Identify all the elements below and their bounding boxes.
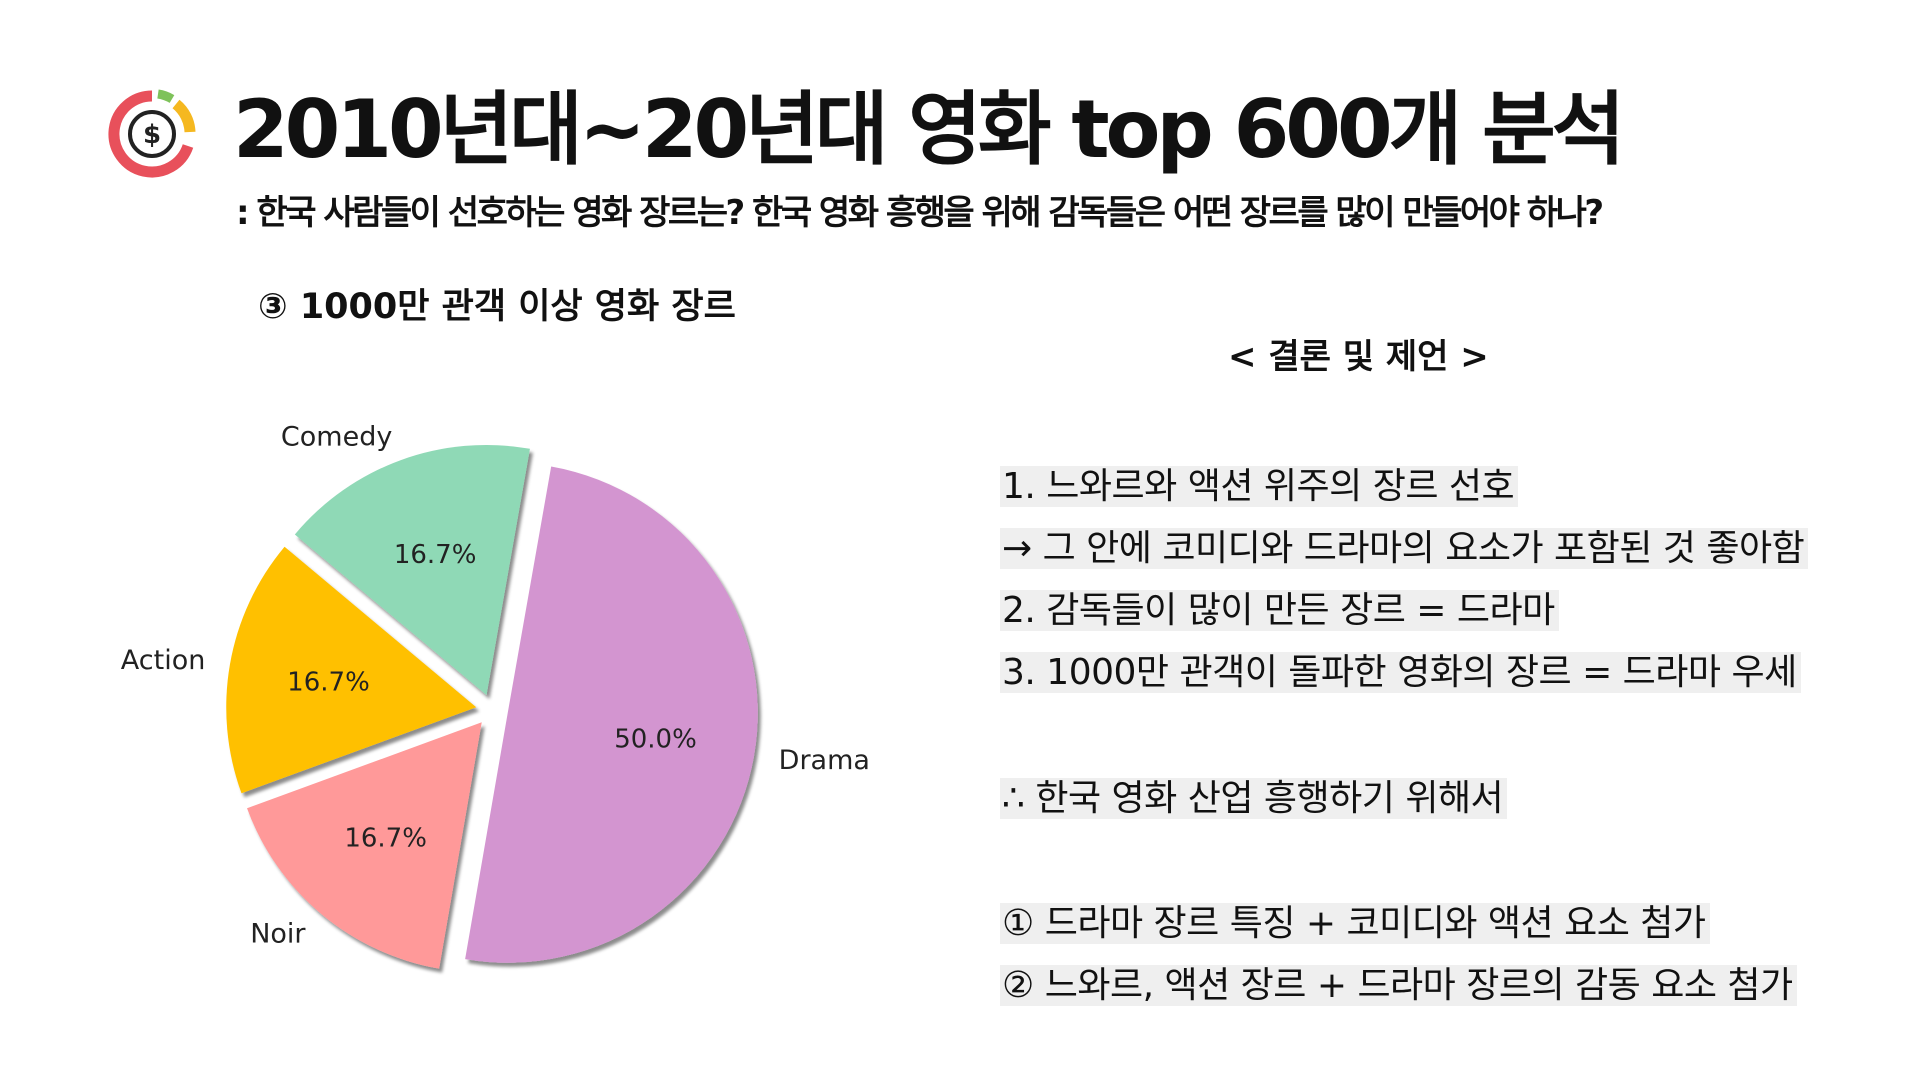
pie-chart-svg: 16.7% Comedy 16.7% Action 16.7% Noir 50.0% Dram… <box>121 422 870 969</box>
pie-slice-noir <box>247 722 482 969</box>
conclusion-line: ∴ 한국 영화 산업 흥행하기 위해서 <box>1000 777 1508 821</box>
conclusion-line: 2. 감독들이 많이 만든 장르 = 드라마 <box>1000 589 1559 633</box>
pie-slice-comedy <box>294 444 530 695</box>
page-title: 2010년대~20년대 영화 top 600개 분석 <box>233 83 1625 176</box>
svg-text:$: $ <box>143 120 161 150</box>
chart-heading: ③ 1000만 관객 이상 영화 장르 <box>258 287 736 327</box>
page-subtitle: : 한국 사람들이 선호하는 영화 장르는? 한국 영화 흥행을 위해 감독들은… <box>236 193 1604 233</box>
pie-percent-label: 50.0% <box>614 725 697 755</box>
pie-category-label: Comedy <box>281 422 392 453</box>
pie-percent-label: 16.7% <box>344 823 427 853</box>
dollar-donut-chart-icon: $ <box>102 84 202 184</box>
conclusion-line: → 그 안에 코미디와 드라마의 요소가 포함된 것 좋아함 <box>1000 527 1809 571</box>
pie-chart: 16.7% Comedy 16.7% Action 16.7% Noir 50.0% Dram… <box>100 410 920 1000</box>
conclusion-line: 3. 1000만 관객이 돌파한 영화의 장르 = 드라마 우세 <box>1000 651 1801 695</box>
pie-percent-label: 16.7% <box>287 667 370 697</box>
pie-slice-action <box>226 546 477 794</box>
conclusion-heading: < 결론 및 제언 > <box>1228 337 1489 377</box>
pie-slice-drama <box>465 466 758 963</box>
pie-category-label: Action <box>121 645 206 676</box>
pie-percent-label: 16.7% <box>394 540 477 570</box>
pie-category-label: Noir <box>250 918 306 949</box>
conclusion-line: ① 드라마 장르 특징 + 코미디와 액션 요소 첨가 <box>1000 902 1710 946</box>
conclusion-line: ② 느와르, 액션 장르 + 드라마 장르의 감동 요소 첨가 <box>1000 964 1797 1008</box>
pie-category-label: Drama <box>779 745 870 776</box>
conclusion-line: 1. 느와르와 액션 위주의 장르 선호 <box>1000 465 1519 509</box>
